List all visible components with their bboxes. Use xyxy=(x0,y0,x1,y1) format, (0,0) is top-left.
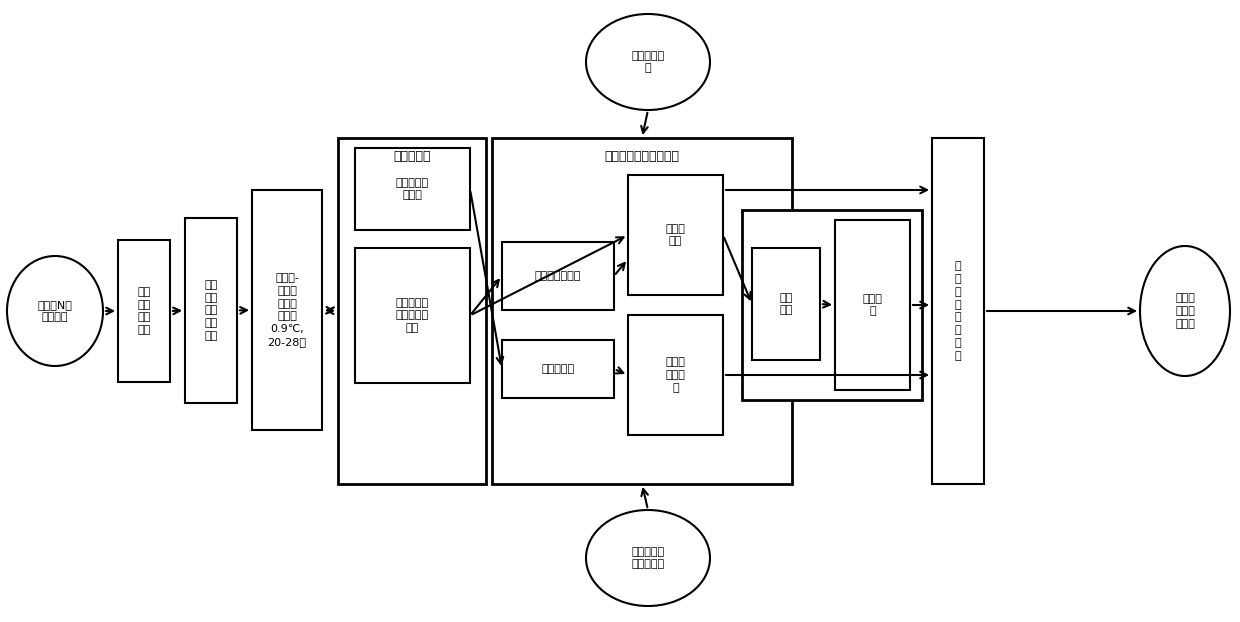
Text: 产量评
价: 产量评 价 xyxy=(863,294,883,317)
Text: 待鉴定N个
小麦品种: 待鉴定N个 小麦品种 xyxy=(37,300,72,322)
Text: 束属度
评价: 束属度 评价 xyxy=(666,223,686,246)
Text: 冬前
及越
冬期
常规
管理: 冬前 及越 冬期 常规 管理 xyxy=(205,280,218,341)
Text: 田间人工模
拟霜冻处理: 田间人工模 拟霜冻处理 xyxy=(631,547,665,569)
Text: 低温敏感期（霜冻期）: 低温敏感期（霜冻期） xyxy=(605,149,680,162)
Bar xyxy=(835,220,910,390)
Ellipse shape xyxy=(7,256,103,366)
Text: 测产
收获: 测产 收获 xyxy=(780,292,792,315)
Bar xyxy=(742,210,923,400)
Text: 幼穗冻
伤率评
价: 幼穗冻 伤率评 价 xyxy=(666,357,686,393)
Bar xyxy=(627,175,723,295)
Bar xyxy=(751,248,820,360)
Bar xyxy=(252,190,322,430)
Bar xyxy=(492,138,792,484)
Bar xyxy=(502,340,614,398)
Ellipse shape xyxy=(1140,246,1230,376)
Ellipse shape xyxy=(587,510,711,606)
Bar xyxy=(355,148,470,230)
Text: 提前去掉增
温设施: 提前去掉增 温设施 xyxy=(396,178,429,200)
Bar xyxy=(339,138,486,484)
Bar xyxy=(118,240,170,382)
Bar xyxy=(355,248,470,383)
Ellipse shape xyxy=(587,14,711,110)
Bar xyxy=(502,242,614,310)
Bar xyxy=(932,138,985,484)
Text: 测形态指标: 测形态指标 xyxy=(542,364,574,374)
Text: 霜冻前处理: 霜冻前处理 xyxy=(393,149,430,162)
Text: 自然霜冻发
生: 自然霜冻发 生 xyxy=(631,50,665,73)
Bar xyxy=(185,218,237,403)
Text: 适期
适量
小区
播种: 适期 适量 小区 播种 xyxy=(138,287,150,335)
Text: 聚
类
分
析
综
合
评
价: 聚 类 分 析 综 合 评 价 xyxy=(955,261,961,361)
Text: 返青期-
拔节期
阶段日
均增温
0.9℃,
20-28天: 返青期- 拔节期 阶段日 均增温 0.9℃, 20-28天 xyxy=(268,273,306,347)
Bar xyxy=(627,315,723,435)
Text: 测定霜冻前
的生理生化
指标: 测定霜冻前 的生理生化 指标 xyxy=(396,298,429,333)
Text: 测生理生化指标: 测生理生化指标 xyxy=(534,271,582,281)
Text: 应用于
育种或
产生中: 应用于 育种或 产生中 xyxy=(1176,293,1195,329)
